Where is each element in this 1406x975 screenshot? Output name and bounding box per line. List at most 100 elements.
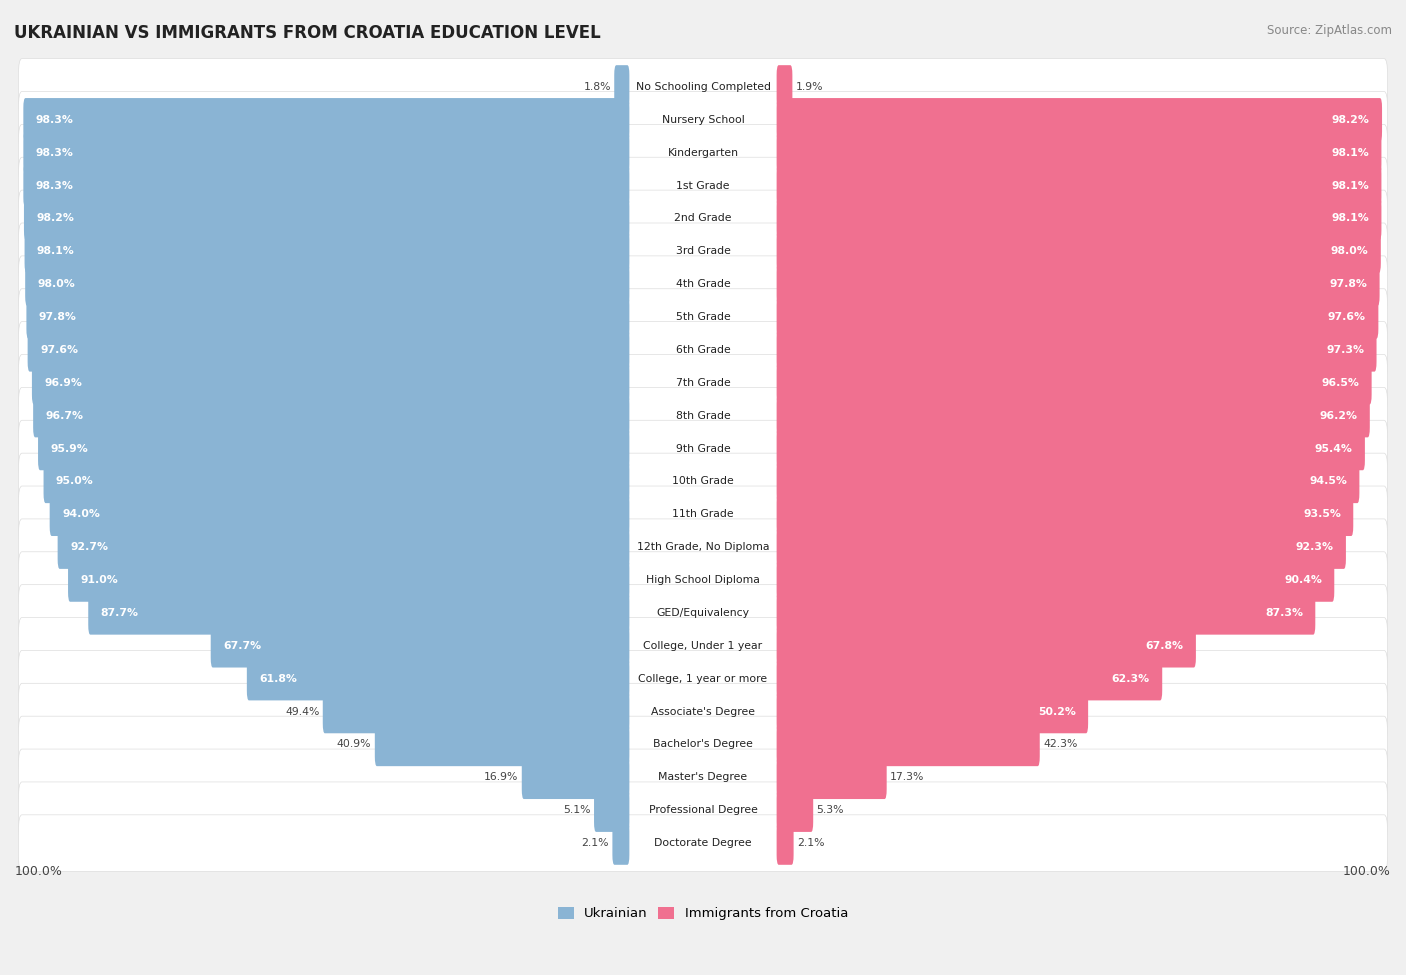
FancyBboxPatch shape	[613, 821, 630, 865]
Text: Master's Degree: Master's Degree	[658, 772, 748, 782]
FancyBboxPatch shape	[18, 255, 1388, 312]
FancyBboxPatch shape	[18, 617, 1388, 674]
FancyBboxPatch shape	[18, 749, 1388, 805]
FancyBboxPatch shape	[24, 164, 630, 208]
Text: Doctorate Degree: Doctorate Degree	[654, 838, 752, 848]
FancyBboxPatch shape	[776, 460, 1360, 503]
Text: 42.3%: 42.3%	[1043, 739, 1077, 750]
Text: College, 1 year or more: College, 1 year or more	[638, 674, 768, 683]
Text: 96.2%: 96.2%	[1319, 410, 1357, 420]
FancyBboxPatch shape	[18, 355, 1388, 411]
Text: 98.3%: 98.3%	[35, 115, 73, 125]
Text: 11th Grade: 11th Grade	[672, 509, 734, 520]
FancyBboxPatch shape	[67, 559, 630, 602]
Text: 98.3%: 98.3%	[35, 147, 73, 158]
Text: 9th Grade: 9th Grade	[676, 444, 730, 453]
FancyBboxPatch shape	[776, 624, 1197, 668]
Text: Kindergarten: Kindergarten	[668, 147, 738, 158]
Text: 95.9%: 95.9%	[51, 444, 89, 453]
Text: 8th Grade: 8th Grade	[676, 410, 730, 420]
Text: 94.0%: 94.0%	[62, 509, 100, 520]
Text: 91.0%: 91.0%	[80, 575, 118, 585]
Text: 98.2%: 98.2%	[37, 214, 75, 223]
Text: 62.3%: 62.3%	[1112, 674, 1150, 683]
Text: 67.8%: 67.8%	[1146, 641, 1184, 651]
FancyBboxPatch shape	[776, 329, 1376, 371]
Text: 92.3%: 92.3%	[1295, 542, 1333, 552]
FancyBboxPatch shape	[25, 262, 630, 306]
FancyBboxPatch shape	[24, 229, 630, 273]
Text: 100.0%: 100.0%	[1343, 865, 1391, 878]
FancyBboxPatch shape	[28, 329, 630, 371]
FancyBboxPatch shape	[18, 289, 1388, 345]
Text: 10th Grade: 10th Grade	[672, 477, 734, 487]
Text: Nursery School: Nursery School	[662, 115, 744, 125]
Text: 98.0%: 98.0%	[1330, 247, 1368, 256]
FancyBboxPatch shape	[776, 229, 1381, 273]
FancyBboxPatch shape	[18, 717, 1388, 773]
Text: Professional Degree: Professional Degree	[648, 805, 758, 815]
FancyBboxPatch shape	[776, 427, 1365, 470]
FancyBboxPatch shape	[776, 657, 1163, 700]
FancyBboxPatch shape	[18, 157, 1388, 214]
FancyBboxPatch shape	[776, 295, 1378, 338]
FancyBboxPatch shape	[32, 361, 630, 405]
Text: 2nd Grade: 2nd Grade	[675, 214, 731, 223]
Text: 98.1%: 98.1%	[1331, 147, 1369, 158]
Text: 100.0%: 100.0%	[15, 865, 63, 878]
Text: Associate's Degree: Associate's Degree	[651, 707, 755, 717]
FancyBboxPatch shape	[34, 394, 630, 438]
FancyBboxPatch shape	[375, 722, 630, 766]
FancyBboxPatch shape	[18, 453, 1388, 510]
Text: 95.0%: 95.0%	[56, 477, 94, 487]
Text: 96.9%: 96.9%	[45, 377, 82, 388]
FancyBboxPatch shape	[18, 322, 1388, 378]
FancyBboxPatch shape	[776, 262, 1379, 306]
Text: 96.5%: 96.5%	[1322, 377, 1360, 388]
Text: College, Under 1 year: College, Under 1 year	[644, 641, 762, 651]
Text: 97.3%: 97.3%	[1326, 345, 1364, 355]
Text: 96.7%: 96.7%	[45, 410, 83, 420]
FancyBboxPatch shape	[776, 690, 1088, 733]
Text: 87.7%: 87.7%	[101, 608, 139, 618]
Text: Bachelor's Degree: Bachelor's Degree	[652, 739, 754, 750]
FancyBboxPatch shape	[24, 131, 630, 175]
Text: 17.3%: 17.3%	[890, 772, 925, 782]
FancyBboxPatch shape	[776, 789, 813, 832]
Text: 1st Grade: 1st Grade	[676, 180, 730, 190]
FancyBboxPatch shape	[776, 756, 887, 799]
FancyBboxPatch shape	[776, 394, 1369, 438]
Text: 12th Grade, No Diploma: 12th Grade, No Diploma	[637, 542, 769, 552]
FancyBboxPatch shape	[18, 58, 1388, 115]
Text: 61.8%: 61.8%	[259, 674, 297, 683]
Text: 94.5%: 94.5%	[1309, 477, 1347, 487]
FancyBboxPatch shape	[776, 164, 1382, 208]
FancyBboxPatch shape	[24, 98, 630, 141]
Text: Source: ZipAtlas.com: Source: ZipAtlas.com	[1267, 24, 1392, 37]
FancyBboxPatch shape	[18, 223, 1388, 280]
Text: 16.9%: 16.9%	[484, 772, 519, 782]
FancyBboxPatch shape	[18, 125, 1388, 181]
FancyBboxPatch shape	[776, 98, 1382, 141]
Text: 50.2%: 50.2%	[1038, 707, 1076, 717]
FancyBboxPatch shape	[18, 92, 1388, 148]
FancyBboxPatch shape	[776, 131, 1382, 175]
FancyBboxPatch shape	[18, 650, 1388, 707]
FancyBboxPatch shape	[776, 361, 1372, 405]
Text: 98.1%: 98.1%	[1331, 214, 1369, 223]
Text: 1.8%: 1.8%	[583, 82, 610, 92]
FancyBboxPatch shape	[27, 295, 630, 338]
FancyBboxPatch shape	[776, 492, 1353, 536]
FancyBboxPatch shape	[776, 559, 1334, 602]
FancyBboxPatch shape	[776, 65, 793, 108]
Text: 87.3%: 87.3%	[1265, 608, 1303, 618]
FancyBboxPatch shape	[776, 722, 1040, 766]
FancyBboxPatch shape	[776, 526, 1346, 568]
FancyBboxPatch shape	[18, 552, 1388, 608]
Text: 4th Grade: 4th Grade	[676, 279, 730, 290]
FancyBboxPatch shape	[18, 486, 1388, 542]
Text: 97.6%: 97.6%	[1329, 312, 1367, 322]
Text: 92.7%: 92.7%	[70, 542, 108, 552]
FancyBboxPatch shape	[211, 624, 630, 668]
FancyBboxPatch shape	[58, 526, 630, 568]
